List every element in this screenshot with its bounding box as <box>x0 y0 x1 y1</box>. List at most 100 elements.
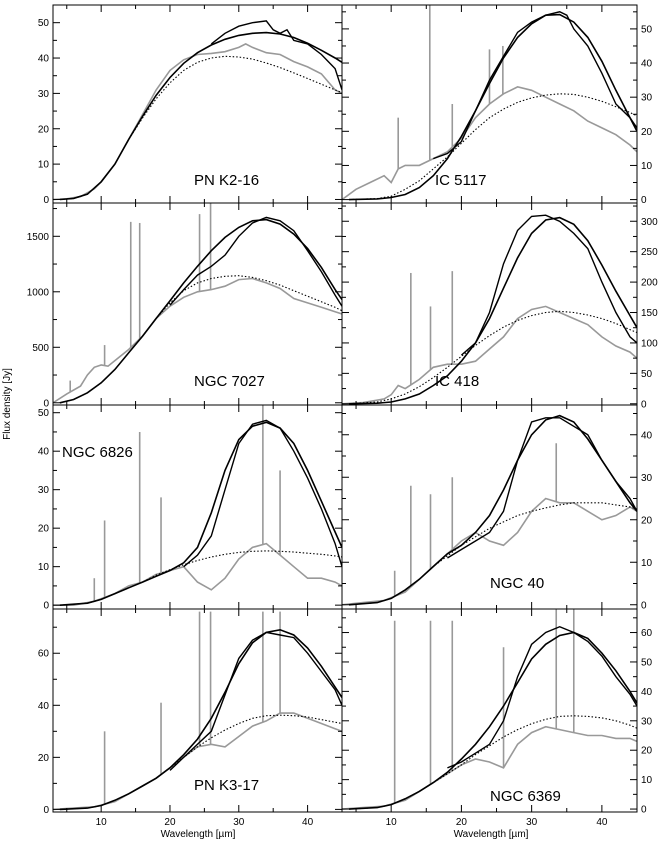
y-tick-label: 30 <box>641 716 653 727</box>
y-tick-label: 50 <box>38 18 50 29</box>
y-tick-label: 30 <box>641 473 653 484</box>
model-curve <box>59 421 342 606</box>
y-tick-label: 0 <box>641 399 647 410</box>
panel-label: NGC 6826 <box>62 444 133 461</box>
x-tick-label: 40 <box>302 817 314 828</box>
y-tick-label: 0 <box>43 195 49 206</box>
observed-spectrum <box>210 20 342 91</box>
panel-7: 10 20 30 40 0 10 20 30 40 50 60 NGC 6369 <box>341 608 653 828</box>
y-tick-label: 0 <box>43 805 49 816</box>
panel-2: 0 500 1000 1500 NGC 7027 <box>27 202 343 409</box>
y-tick-label: 500 <box>32 343 49 354</box>
observed-spectrum <box>169 631 342 771</box>
panel-label: NGC 6369 <box>490 788 561 805</box>
y-tick-label: 200 <box>641 278 658 289</box>
y-tick-label: 0 <box>641 195 647 206</box>
y-tick-label: 10 <box>641 161 653 172</box>
y-tick-label: 50 <box>641 24 653 35</box>
observed-alt-spectrum <box>53 277 342 404</box>
panel-4: 0 10 20 30 40 50 NGC 6826 <box>38 404 343 612</box>
model-curve <box>348 414 637 606</box>
observed-spectrum <box>433 11 637 160</box>
y-tick-label: 40 <box>38 701 50 712</box>
model-curve <box>59 31 342 201</box>
model-curve <box>348 13 637 201</box>
continuum-curve <box>59 550 342 606</box>
x-tick-label: 40 <box>596 817 608 828</box>
x-tick-label: 30 <box>233 817 245 828</box>
plot-area <box>53 203 342 404</box>
y-tick-label: 20 <box>641 746 653 757</box>
plot-area <box>53 20 342 201</box>
y-tick-label: 0 <box>641 600 647 611</box>
x-axis-title-right: Wavelength [µm] <box>454 829 529 840</box>
y-tick-label: 150 <box>641 308 658 319</box>
x-tick-label: 10 <box>386 817 398 828</box>
y-tick-label: 20 <box>641 515 653 526</box>
y-tick-label: 60 <box>38 649 50 660</box>
continuum-curve <box>348 310 637 405</box>
observed-alt-spectrum <box>53 542 342 606</box>
y-tick-label: 60 <box>641 628 653 639</box>
y-tick-label: 30 <box>641 93 653 104</box>
panel-label: IC 5117 <box>435 172 486 189</box>
panel-0: 0 10 20 30 40 50 PN K2-16 <box>38 4 343 206</box>
y-tick-label: 250 <box>641 247 658 258</box>
y-tick-label: 20 <box>641 127 653 138</box>
panel-frame <box>341 608 638 813</box>
plot-area <box>342 609 637 810</box>
y-tick-label: 10 <box>38 562 50 573</box>
y-tick-label: 50 <box>38 408 50 419</box>
y-axis-title: Flux density [Jy] <box>2 368 13 440</box>
panel-6: 10 20 30 40 0 20 40 60 PN K3-17 <box>38 608 343 828</box>
panel-5: 0 10 20 30 40 NGC 40 <box>341 404 653 611</box>
y-tick-label: 40 <box>641 430 653 441</box>
model-curve <box>59 628 342 811</box>
model-curve <box>59 218 342 404</box>
x-axis-title-left: Wavelength [µm] <box>161 829 236 840</box>
y-tick-label: 10 <box>641 558 653 569</box>
observed-alt-spectrum <box>342 86 637 201</box>
x-tick-label: 10 <box>96 817 108 828</box>
continuum-curve <box>59 714 342 810</box>
continuum-curve <box>59 55 342 201</box>
y-tick-label: 40 <box>641 59 653 70</box>
y-tick-label: 0 <box>43 601 49 612</box>
y-tick-label: 30 <box>38 485 50 496</box>
x-tick-label: 30 <box>526 817 538 828</box>
y-tick-label: 1500 <box>27 232 50 243</box>
observed-spectrum <box>460 214 637 356</box>
observed-alt-spectrum <box>342 305 637 405</box>
y-tick-label: 20 <box>38 124 50 135</box>
model-curve <box>348 631 637 810</box>
y-tick-label: 20 <box>38 524 50 535</box>
y-tick-label: 40 <box>641 687 653 698</box>
panel-label: NGC 40 <box>490 575 544 592</box>
plot-area <box>342 5 637 201</box>
observed-spectrum <box>183 419 342 568</box>
panel-label: PN K2-16 <box>194 172 259 189</box>
continuum-curve <box>348 93 637 201</box>
y-tick-label: 0 <box>641 805 647 816</box>
y-tick-label: 300 <box>641 217 658 228</box>
panel-label: PN K3-17 <box>194 777 259 794</box>
y-tick-label: 100 <box>641 338 658 349</box>
panel-label: NGC 7027 <box>194 373 265 390</box>
plot-area <box>342 214 637 405</box>
y-tick-label: 40 <box>38 54 50 65</box>
plot-area <box>342 414 637 606</box>
x-tick-label: 20 <box>456 817 468 828</box>
plot-area <box>53 611 342 811</box>
x-tick-label: 20 <box>164 817 176 828</box>
y-tick-label: 0 <box>43 398 49 409</box>
y-tick-label: 1000 <box>27 287 50 298</box>
y-tick-label: 40 <box>38 447 50 458</box>
y-tick-label: 30 <box>38 89 50 100</box>
y-tick-label: 50 <box>641 657 653 668</box>
y-tick-label: 10 <box>641 775 653 786</box>
plot-area <box>53 405 342 606</box>
panel-label: IC 418 <box>435 373 479 390</box>
panel-3: 0 50 100 150 200 250 300 IC 418 <box>341 202 658 410</box>
panel-frame <box>341 202 638 406</box>
